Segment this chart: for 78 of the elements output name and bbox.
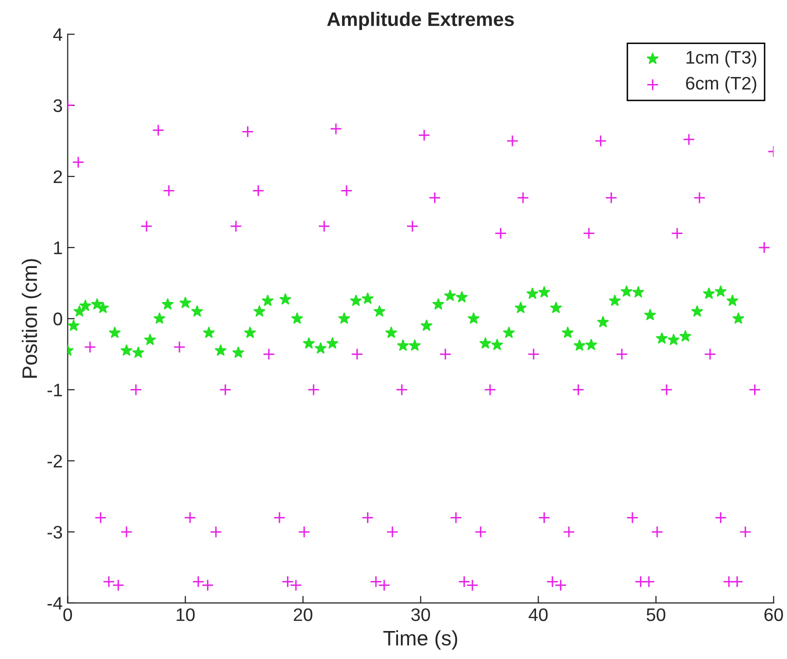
point: [254, 305, 266, 317]
point: [620, 286, 632, 297]
point: [314, 342, 326, 354]
point: [144, 334, 156, 345]
point: [732, 312, 744, 324]
point: [680, 330, 692, 342]
x-tick-label: 20: [294, 608, 312, 622]
point: [80, 300, 92, 311]
x-tick-label: 60: [764, 608, 783, 622]
point: [154, 312, 166, 324]
point: [120, 344, 132, 356]
point: [162, 298, 174, 310]
point: [538, 286, 550, 298]
legend-label: 1cm (T3): [686, 50, 756, 68]
chart-title: Amplitude Extremes: [327, 12, 514, 30]
point: [562, 326, 574, 338]
point: [632, 286, 644, 298]
x-tick-label: 30: [411, 608, 430, 622]
point: [656, 332, 668, 344]
point: [203, 326, 215, 338]
point: [514, 302, 526, 314]
y-tick-label: 0: [53, 312, 62, 326]
point: [108, 326, 121, 338]
legend-label: 6cm (T2): [686, 76, 756, 94]
point: [132, 346, 144, 358]
x-tick-label: 50: [646, 608, 666, 622]
x-axis-title: Time (s): [383, 630, 458, 650]
point: [468, 312, 480, 324]
point: [303, 337, 315, 349]
point: [326, 337, 338, 349]
point: [408, 340, 421, 351]
x-tick-label: 10: [176, 608, 195, 622]
point: [726, 294, 738, 306]
point: [668, 334, 680, 345]
y-tick-label: 1: [54, 242, 62, 254]
point: [420, 320, 432, 331]
point: [691, 305, 703, 317]
point: [350, 294, 362, 306]
point: [526, 288, 538, 299]
point: [480, 337, 492, 349]
y-tick-label: -2: [48, 454, 62, 468]
point: [68, 320, 80, 331]
y-tick-label: -1: [48, 384, 62, 396]
point: [338, 312, 350, 324]
point: [280, 293, 292, 304]
point: [491, 338, 503, 350]
point: [550, 302, 562, 314]
y-tick-label: 4: [53, 28, 62, 41]
point: [244, 326, 256, 338]
point: [191, 305, 203, 317]
point: [397, 340, 409, 351]
point: [608, 294, 621, 306]
point: [444, 290, 456, 301]
point: [232, 346, 244, 358]
point: [362, 292, 374, 304]
point: [74, 305, 86, 317]
point: [597, 316, 609, 328]
x-tick-label: 0: [63, 608, 72, 622]
point: [180, 296, 192, 308]
point: [385, 326, 398, 338]
point: [262, 294, 274, 306]
point: [714, 286, 726, 297]
x-tick-label: 40: [528, 608, 548, 622]
point: [432, 298, 444, 310]
point: [291, 312, 303, 324]
point: [456, 291, 468, 302]
point: [585, 338, 598, 350]
point: [503, 326, 515, 338]
point: [214, 344, 226, 356]
y-tick-label: 3: [53, 99, 62, 112]
y-axis-title: Position (cm): [22, 259, 42, 378]
point: [703, 288, 715, 299]
point: [644, 309, 656, 320]
point: [374, 305, 386, 317]
y-tick-label: 2: [54, 170, 62, 183]
y-tick-label: -4: [48, 597, 62, 610]
point: [574, 340, 586, 351]
y-tick-label: -3: [48, 526, 62, 539]
